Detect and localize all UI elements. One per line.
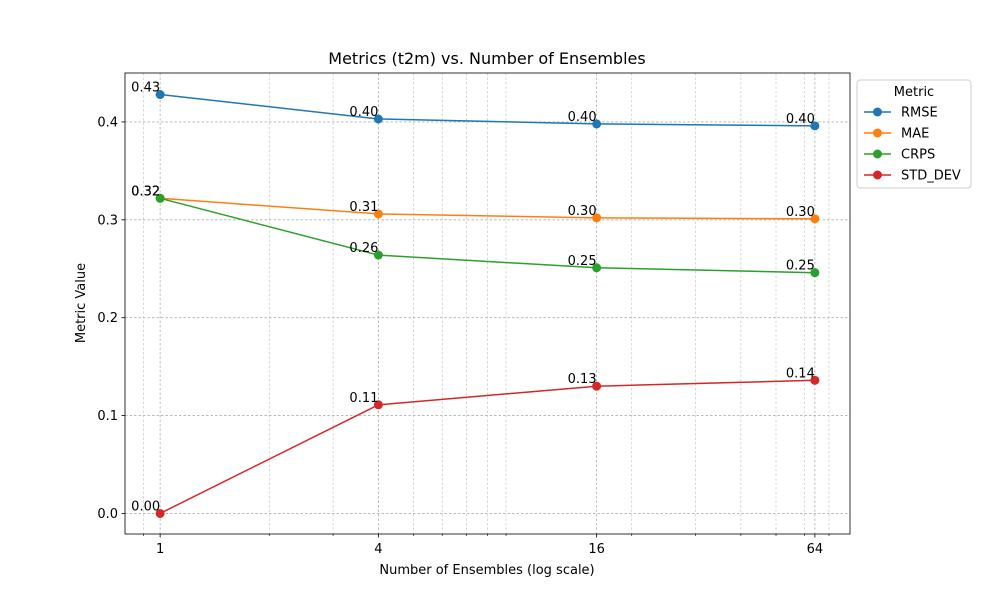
- data-point: [155, 508, 165, 518]
- legend-marker: [873, 149, 882, 159]
- legend-label: MAE: [901, 127, 929, 142]
- legend-title: Metric: [894, 85, 934, 100]
- x-tick-label: 4: [374, 542, 382, 557]
- data-label: 0.25: [568, 254, 597, 269]
- axes: 1 4 16 64 0.0 0.1 0.2 0.3 0.4: [97, 72, 851, 557]
- data-label: 0.25: [786, 259, 815, 274]
- legend-item-std-dev: STD_DEV: [864, 169, 961, 184]
- legend-label: CRPS: [901, 148, 935, 163]
- data-label: 0.11: [349, 391, 378, 406]
- data-point: [810, 268, 820, 278]
- data-label: 0.26: [349, 241, 378, 256]
- series-line: [159, 379, 815, 515]
- y-tick-label: 0.2: [97, 311, 118, 326]
- data-point: [592, 381, 602, 391]
- y-axis-label: Metric Value: [74, 263, 89, 343]
- series-rmse: 0.43 0.40 0.40 0.40: [131, 81, 820, 131]
- data-point: [810, 121, 820, 131]
- data-label: 0.00: [131, 499, 160, 514]
- data-label: 0.40: [568, 110, 597, 125]
- data-point: [373, 400, 383, 410]
- legend-marker: [873, 107, 882, 117]
- series-std-dev: 0.00 0.11 0.13 0.14: [131, 366, 820, 518]
- legend-label: STD_DEV: [901, 169, 961, 184]
- data-label: 0.13: [568, 372, 597, 387]
- data-point: [810, 214, 820, 224]
- series-line: [159, 197, 815, 274]
- data-point: [592, 263, 602, 273]
- data-point: [592, 119, 602, 129]
- series-crps: 0.32 0.26 0.25 0.25: [131, 184, 820, 278]
- data-label: 0.14: [786, 366, 815, 381]
- data-point: [373, 114, 383, 124]
- data-point: [373, 250, 383, 260]
- y-tick-label: 0.3: [97, 213, 118, 228]
- legend-marker: [873, 128, 882, 138]
- data-label: 0.43: [131, 81, 160, 96]
- data-point: [155, 193, 165, 203]
- data-point: [592, 213, 602, 223]
- legend-item-crps: CRPS: [864, 148, 935, 163]
- legend-item-mae: MAE: [864, 127, 929, 142]
- x-axis-label: Number of Ensembles (log scale): [379, 563, 594, 578]
- data-label: 0.32: [131, 184, 160, 199]
- data-label: 0.30: [786, 205, 815, 220]
- data-point: [373, 209, 383, 219]
- y-tick-label: 0.1: [97, 409, 118, 424]
- data-label: 0.32: [131, 184, 160, 199]
- x-tick-label: 1: [156, 542, 164, 557]
- data-label: 0.31: [349, 200, 378, 215]
- chart-title: Metrics (t2m) vs. Number of Ensembles: [328, 49, 645, 68]
- legend-item-rmse: RMSE: [864, 106, 938, 121]
- data-label: 0.30: [568, 204, 597, 219]
- data-point: [155, 90, 165, 100]
- x-tick-label: 16: [588, 542, 605, 557]
- series-group: 0.43 0.40 0.40 0.40 0.32 0.31 0.30 0.300.32 0.26…: [131, 81, 820, 518]
- series-line: [160, 93, 815, 127]
- grid: [125, 73, 850, 534]
- y-tick-label: 0.4: [97, 115, 118, 130]
- plot-area-frame: [124, 72, 851, 535]
- legend: Metric RMSE MAE CRPS STD_DEV: [856, 79, 972, 189]
- data-label: 0.40: [786, 112, 815, 127]
- data-point: [810, 375, 820, 385]
- legend-box: [856, 79, 972, 189]
- y-tick-label: 0.0: [97, 507, 118, 522]
- data-label: 0.40: [349, 105, 378, 120]
- legend-label: RMSE: [901, 106, 938, 121]
- x-tick-label: 64: [807, 542, 824, 557]
- legend-marker: [873, 170, 882, 180]
- series-line: [160, 197, 815, 220]
